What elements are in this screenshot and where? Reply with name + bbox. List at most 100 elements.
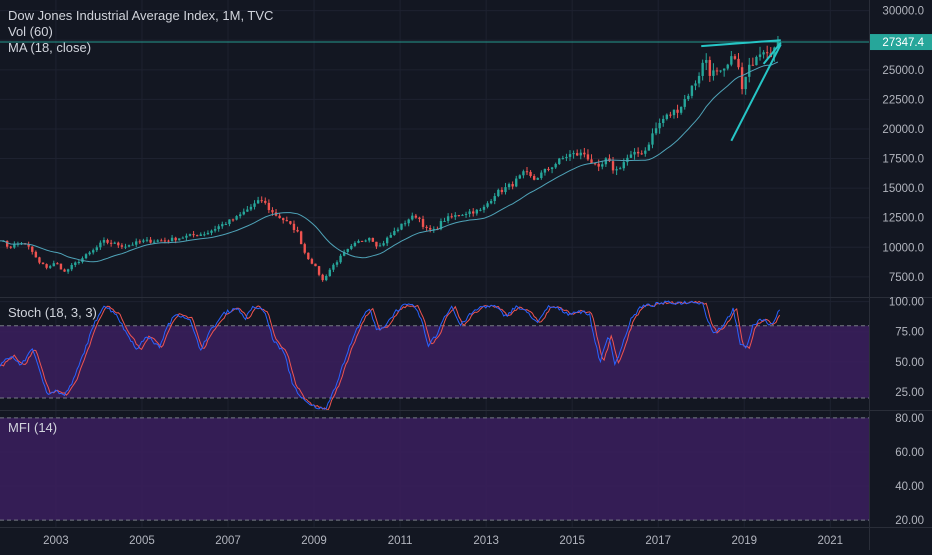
overlay-layer xyxy=(0,39,869,412)
candle-body xyxy=(127,245,131,247)
candle-body xyxy=(332,264,335,270)
time-axis-label: 2005 xyxy=(129,535,155,547)
candle-body xyxy=(393,230,396,236)
candle-body xyxy=(317,266,321,275)
candle-body xyxy=(235,216,238,220)
candle-body xyxy=(414,215,418,218)
candle-body xyxy=(475,209,478,214)
candle-body xyxy=(568,154,572,157)
candle-body xyxy=(375,241,378,247)
candle-body xyxy=(418,217,421,219)
candle-body xyxy=(690,85,694,96)
price-axis-label: 7500.0 xyxy=(889,272,924,284)
stoch-axis-label: 50.00 xyxy=(895,357,924,369)
candle-body xyxy=(636,151,640,154)
candle-body xyxy=(335,262,339,265)
candle-body xyxy=(748,64,751,77)
candle-body xyxy=(109,242,113,244)
candle-body xyxy=(565,156,568,159)
candle-body xyxy=(282,218,285,221)
candle-body xyxy=(522,171,525,176)
candle-body xyxy=(289,221,292,224)
candle-body xyxy=(228,219,231,225)
mfi-axis-label: 40.00 xyxy=(895,481,924,493)
candle-body xyxy=(231,219,235,221)
candle-body xyxy=(303,244,306,253)
candle-body xyxy=(328,269,332,276)
candle-body xyxy=(13,244,16,248)
candle-body xyxy=(138,241,142,243)
candle-body xyxy=(256,200,260,204)
candle-body xyxy=(629,154,633,158)
time-axis-label: 2015 xyxy=(559,535,585,547)
candle-body xyxy=(407,219,410,224)
candle-body xyxy=(454,215,457,217)
candle-body xyxy=(500,189,504,193)
candle-body xyxy=(314,263,317,267)
candle-body xyxy=(697,75,701,84)
price-axis-label: 22500.0 xyxy=(882,94,924,106)
candle-body xyxy=(597,163,600,167)
candle-body xyxy=(296,229,299,232)
candle-body xyxy=(350,245,353,249)
candle-body xyxy=(364,240,367,242)
candle-body xyxy=(529,171,532,176)
candle-body xyxy=(41,262,45,265)
candle-body xyxy=(665,114,668,119)
candle-body xyxy=(540,172,543,179)
candle-body xyxy=(676,109,679,113)
candle-body xyxy=(88,252,91,255)
stoch-axis-label: 25.00 xyxy=(895,387,924,399)
candle-body xyxy=(669,114,672,116)
trendline-rising-inner xyxy=(762,41,782,65)
candle-body xyxy=(687,95,690,100)
price-axis-label: 25000.0 xyxy=(882,65,924,77)
candle-body xyxy=(507,184,511,188)
candles-layer xyxy=(2,35,780,282)
candle-body xyxy=(694,83,697,86)
candle-body xyxy=(554,163,557,168)
candle-body xyxy=(479,209,482,211)
candle-body xyxy=(9,246,12,248)
candle-body xyxy=(368,237,371,241)
candle-body xyxy=(619,168,622,170)
candle-body xyxy=(429,227,432,230)
candle-body xyxy=(726,64,729,69)
candle-body xyxy=(224,224,228,226)
candle-body xyxy=(604,158,608,165)
candle-body xyxy=(167,240,170,242)
candle-body xyxy=(457,215,461,217)
candle-body xyxy=(267,202,271,211)
candle-body xyxy=(188,234,192,236)
candle-body xyxy=(299,231,303,245)
candle-body xyxy=(45,264,48,268)
candle-body xyxy=(396,229,400,231)
candle-body xyxy=(730,56,733,65)
band-layer xyxy=(0,325,869,521)
candle-body xyxy=(633,151,636,155)
candle-body xyxy=(142,240,145,242)
candle-body xyxy=(271,210,274,213)
candle-body xyxy=(253,203,256,207)
price-axis-label: 20000.0 xyxy=(882,124,924,136)
candle-body xyxy=(120,245,124,247)
candle-body xyxy=(579,152,582,156)
candle-body xyxy=(740,67,744,90)
candle-body xyxy=(504,187,507,193)
band-fill xyxy=(0,417,869,521)
ma-line xyxy=(0,61,779,263)
candle-body xyxy=(371,237,375,242)
candle-body xyxy=(149,239,152,243)
price-axis-label: 30000.0 xyxy=(882,6,924,18)
candle-body xyxy=(99,242,102,248)
candle-body xyxy=(339,255,342,263)
candle-body xyxy=(572,153,575,155)
candle-body xyxy=(662,118,665,124)
candle-body xyxy=(34,251,38,258)
candle-body xyxy=(152,241,156,243)
candle-body xyxy=(131,244,134,246)
candle-body xyxy=(307,252,310,260)
candle-body xyxy=(590,159,593,164)
candle-body xyxy=(497,189,500,197)
candle-body xyxy=(547,168,550,170)
